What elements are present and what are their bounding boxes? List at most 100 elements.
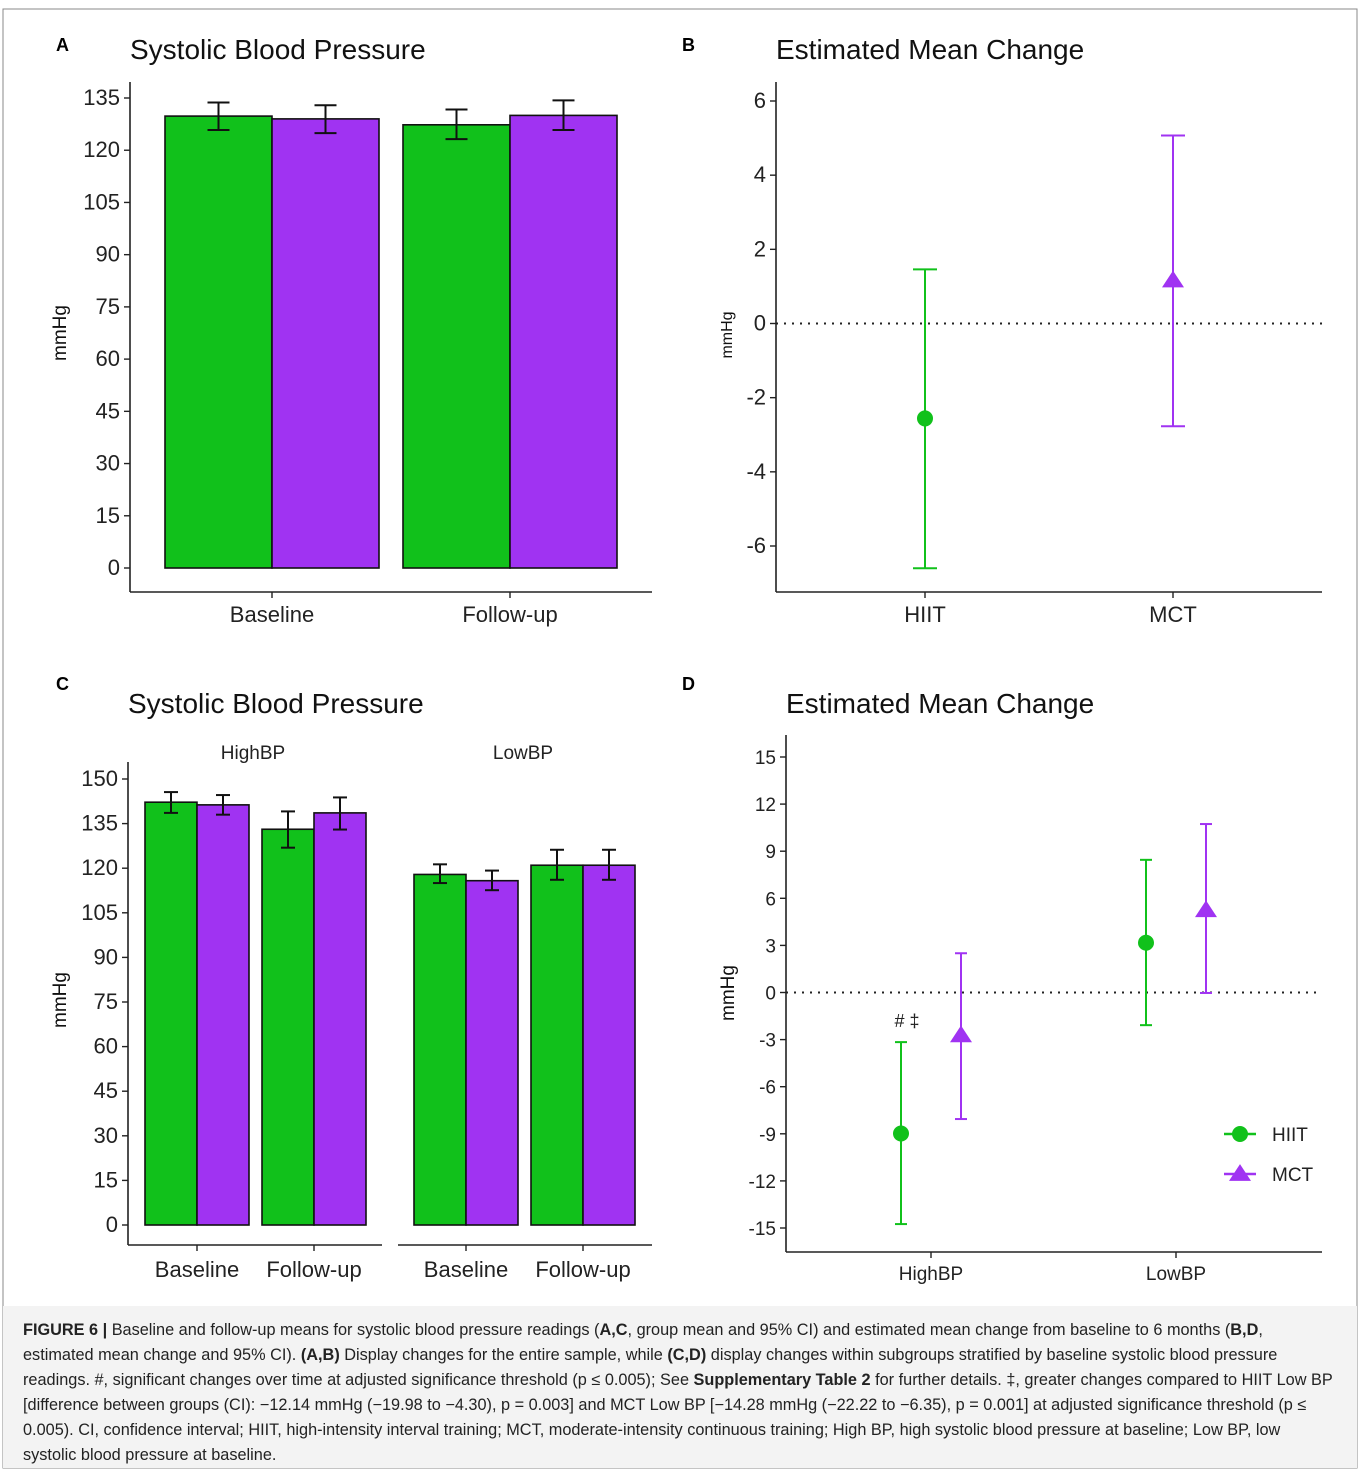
panel-a-bar [402, 124, 511, 569]
panel-b: B Estimated Mean Change mmHg -6 -4 -2 0 2 4 6 H… [682, 34, 1322, 627]
caption-segment: for further details. ‡, greater changes … [23, 1371, 1333, 1464]
panel-d-y-tick-label: 6 [765, 889, 776, 910]
panel-a-bar [271, 118, 380, 569]
panel-b-point-circle [917, 410, 933, 427]
panel-d: D Estimated Mean Change mmHg # ‡ -15 -12 -… [682, 674, 1322, 1285]
panel-c-y-tick-label: 60 [94, 1034, 118, 1059]
panel-c-bar [313, 812, 367, 1226]
panel-a-y-tick-label: 135 [83, 85, 120, 110]
panel-a-x-tick-label: Baseline [230, 602, 314, 627]
panel-c-bar [465, 879, 519, 1226]
panel-b-title: Estimated Mean Change [776, 34, 1084, 65]
panel-letter-a: A [56, 35, 69, 55]
panel-b-y-tick-label: 6 [754, 88, 766, 113]
panel-a-y-tick-label: 0 [108, 555, 120, 580]
panel-c-bar [582, 864, 636, 1226]
panel-c-ylabel: mmHg [50, 972, 71, 1028]
panel-d-y-tick-label: -15 [749, 1219, 776, 1240]
panel-c: C Systolic Blood Pressure mmHg 0 15 30 45 60… [50, 674, 652, 1282]
panel-d-y-tick-label: 9 [765, 842, 776, 863]
panel-c-bar [144, 801, 198, 1226]
panel-b-x-tick-label: MCT [1149, 602, 1197, 627]
panel-a-y-tick-label: 105 [83, 189, 120, 214]
panel-b-y-tick-label: 4 [754, 162, 766, 187]
panel-a-x-tick-label: Follow-up [462, 602, 557, 627]
legend-label-mct: MCT [1272, 1165, 1314, 1186]
caption-segment: Baseline and follow-up means for systoli… [107, 1321, 600, 1339]
caption-segment: Display changes for the entire sample, w… [339, 1346, 668, 1364]
panel-b-ylabel: mmHg [719, 311, 736, 358]
panel-d-y-tick-label: -6 [759, 1078, 776, 1099]
caption-segment: , estimated mean change and 95% CI). [23, 1321, 1263, 1364]
panel-a-y-tick-label: 60 [96, 346, 120, 371]
panel-b-y-tick-label: -6 [746, 533, 766, 558]
panel-d-y-tick-label: -3 [759, 1031, 776, 1052]
panel-a-y-tick-label: 75 [96, 294, 120, 319]
panel-d-x-tick-label: HighBP [899, 1264, 963, 1285]
panel-a-y-tick-label: 120 [83, 137, 120, 162]
panel-c-bar [196, 804, 250, 1226]
panel-d-y-tick-label: 0 [765, 984, 776, 1005]
caption-segment: A,C [599, 1321, 628, 1339]
caption-segment: , group mean and 95% CI) and estimated m… [627, 1321, 1231, 1339]
panel-a-ylabel: mmHg [50, 305, 71, 361]
panel-c-bar [261, 828, 315, 1226]
legend-triangle-marker [1229, 1164, 1251, 1181]
caption-segment: Supplementary Table 2 [693, 1371, 871, 1389]
panel-c-y-tick-label: 90 [94, 944, 118, 969]
panel-c-title: Systolic Blood Pressure [128, 688, 424, 719]
figure-caption-text: FIGURE 6 | Baseline and follow-up means … [23, 1321, 1332, 1464]
panel-c-y-tick-label: 0 [106, 1212, 118, 1237]
figure-caption-label: FIGURE 6 | [23, 1321, 108, 1339]
panel-d-y-tick-label: 15 [755, 748, 776, 769]
panel-c-x-tick-label: Follow-up [266, 1257, 361, 1282]
panel-d-y-tick-label: 12 [755, 795, 776, 816]
panel-c-bar [530, 864, 584, 1226]
caption-segment: display changes within subgroups stratif… [23, 1346, 1278, 1389]
panel-a: A Systolic Blood Pressure mmHg 0 15 30 45 60… [50, 34, 652, 627]
panel-letter-d: D [682, 674, 695, 694]
panel-c-x-tick-label: Follow-up [535, 1257, 630, 1282]
panel-c-y-tick-label: 30 [94, 1123, 118, 1148]
panel-d-point-triangle [1195, 900, 1217, 918]
panel-b-y-tick-label: 2 [754, 236, 766, 261]
panel-b-point-triangle [1162, 270, 1184, 288]
panel-a-y-tick-label: 45 [96, 398, 120, 423]
caption-segment: B,D [1230, 1321, 1259, 1339]
legend-label-hiit: HIIT [1272, 1125, 1308, 1146]
panel-c-y-tick-label: 135 [81, 811, 118, 836]
panel-a-title: Systolic Blood Pressure [130, 34, 426, 65]
panel-d-legend: HIIT MCT [1224, 1125, 1314, 1186]
panel-letter-b: B [682, 35, 695, 55]
panel-b-y-tick-label: -4 [746, 459, 766, 484]
panel-d-ylabel: mmHg [718, 965, 739, 1021]
panel-d-x-tick-label: LowBP [1146, 1264, 1206, 1285]
figure-border [2, 8, 1358, 1469]
panel-c-y-tick-label: 120 [81, 855, 118, 880]
panel-a-y-tick-label: 30 [96, 451, 120, 476]
panel-d-y-tick-label: -12 [749, 1172, 776, 1193]
panel-c-y-tick-label: 45 [94, 1078, 118, 1103]
panel-c-y-tick-label: 105 [81, 900, 118, 925]
panel-c-bar [413, 873, 467, 1226]
panel-d-y-tick-label: 3 [765, 936, 776, 957]
panel-c-y-tick-label: 150 [81, 766, 118, 791]
panel-b-y-tick-label: 0 [754, 311, 766, 336]
significance-annotation: # ‡ [894, 1011, 919, 1031]
panel-d-y-tick-label: -9 [759, 1125, 776, 1146]
panel-c-y-tick-label: 15 [94, 1167, 118, 1192]
panel-c-x-tick-label: Baseline [155, 1257, 239, 1282]
panel-c-facet-label: LowBP [493, 743, 553, 764]
panel-d-point-circle [1138, 934, 1154, 951]
caption-segment: (A,B) [300, 1346, 340, 1364]
panel-a-bar [164, 115, 273, 569]
figure-caption: FIGURE 6 | Baseline and follow-up means … [3, 1306, 1357, 1468]
panel-a-y-tick-label: 90 [96, 242, 120, 267]
panel-b-y-tick-label: -2 [746, 385, 766, 410]
caption-segment: (C,D) [667, 1346, 707, 1364]
panel-d-point-triangle [950, 1025, 972, 1043]
legend-circle-marker [1232, 1126, 1248, 1142]
panel-d-point-circle [893, 1125, 909, 1142]
panel-letter-c: C [56, 674, 69, 694]
